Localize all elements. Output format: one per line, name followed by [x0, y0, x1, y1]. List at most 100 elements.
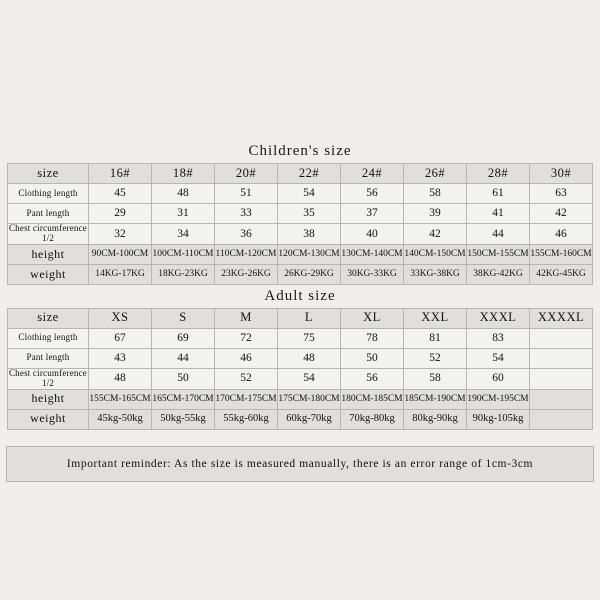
children-clothing-length-7: 63	[529, 183, 593, 204]
adult-chest-2: 52	[214, 367, 278, 390]
children-chest-2: 36	[214, 223, 278, 245]
adult-size-col-0: XS	[88, 307, 152, 329]
adult-chest-7	[529, 367, 593, 390]
children-pant-length-6: 41	[466, 203, 530, 224]
children-height-1: 100CM-110CM	[151, 243, 215, 265]
adult-size-col-1: S	[151, 307, 215, 329]
table-row: Pant length 29 31 33 35 37 39 41 42	[7, 203, 593, 224]
adult-size-col-4: XL	[340, 307, 404, 329]
adult-height-6: 190CM-195CM	[466, 388, 530, 410]
adult-chest-1: 50	[151, 367, 215, 390]
table-row: height 155CM-165CM 165CM-170CM 170CM-175…	[7, 388, 593, 410]
table-row: Chest circumference 1/2 48 50 52 54 56 5…	[7, 367, 593, 390]
adult-size-col-5: XXL	[403, 307, 467, 329]
children-size-col-6: 28#	[466, 163, 530, 184]
adult-height-5: 185CM-190CM	[403, 388, 467, 410]
children-size-title: Children's size	[248, 143, 352, 159]
children-pant-length-0: 29	[88, 203, 152, 224]
adult-height-3: 175CM-180CM	[277, 388, 341, 410]
adult-pant-length-0: 43	[88, 347, 152, 369]
children-weight-6: 38KG-42KG	[466, 263, 530, 285]
adult-clothing-length-1: 69	[151, 327, 215, 349]
adult-row-label-weight: weight	[7, 408, 89, 430]
children-chest-6: 44	[466, 223, 530, 245]
children-clothing-length-2: 51	[214, 183, 278, 204]
adult-weight-7	[529, 408, 593, 430]
children-chest-4: 40	[340, 223, 404, 245]
adult-weight-4: 70kg-80kg	[340, 408, 404, 430]
table-row: Chest circumference 1/2 32 34 36 38 40 4…	[7, 223, 593, 245]
adult-row-label-height: height	[7, 388, 89, 410]
table-row: height 90CM-100CM 100CM-110CM 110CM-120C…	[7, 243, 593, 265]
adult-row-label-clothing-length: Clothing length	[7, 327, 89, 349]
table-header-row: size 16# 18# 20# 22# 24# 26# 28# 30#	[7, 163, 593, 184]
adult-pant-length-1: 44	[151, 347, 215, 369]
size-chart-content: Children's size size 16# 18# 20# 22# 24#…	[0, 140, 600, 482]
children-size-col-5: 26#	[403, 163, 467, 184]
children-height-2: 110CM-120CM	[214, 243, 278, 265]
children-weight-7: 42KG-45KG	[529, 263, 593, 285]
adult-pant-length-3: 48	[277, 347, 341, 369]
adult-height-7	[529, 388, 593, 410]
children-row-label-clothing-length: Clothing length	[7, 183, 89, 204]
adult-weight-0: 45kg-50kg	[88, 408, 152, 430]
children-height-4: 130CM-140CM	[340, 243, 404, 265]
children-chest-1: 34	[151, 223, 215, 245]
adult-pant-length-6: 54	[466, 347, 530, 369]
children-weight-4: 30KG-33KG	[340, 263, 404, 285]
adult-row-label-pant-length: Pant length	[7, 347, 89, 369]
children-pant-length-2: 33	[214, 203, 278, 224]
adult-clothing-length-2: 72	[214, 327, 278, 349]
children-clothing-length-1: 48	[151, 183, 215, 204]
children-size-col-1: 18#	[151, 163, 215, 184]
children-clothing-length-6: 61	[466, 183, 530, 204]
adult-chest-0: 48	[88, 367, 152, 390]
children-size-table: size 16# 18# 20# 22# 24# 26# 28# 30# Clo…	[7, 163, 593, 285]
table-row: weight 14KG-17KG 18KG-23KG 23KG-26KG 26K…	[7, 263, 593, 285]
children-row-label-chest: Chest circumference 1/2	[7, 223, 89, 245]
adult-chest-4: 56	[340, 367, 404, 390]
children-header-size-label: size	[7, 163, 89, 184]
adult-pant-length-5: 52	[403, 347, 467, 369]
children-weight-0: 14KG-17KG	[88, 263, 152, 285]
adult-clothing-length-4: 78	[340, 327, 404, 349]
children-weight-2: 23KG-26KG	[214, 263, 278, 285]
children-row-label-pant-length: Pant length	[7, 203, 89, 224]
adult-height-2: 170CM-175CM	[214, 388, 278, 410]
children-chest-3: 38	[277, 223, 341, 245]
adult-pant-length-4: 50	[340, 347, 404, 369]
children-height-5: 140CM-150CM	[403, 243, 467, 265]
children-clothing-length-3: 54	[277, 183, 341, 204]
adult-pant-length-7	[529, 347, 593, 369]
adult-clothing-length-3: 75	[277, 327, 341, 349]
adult-chest-3: 54	[277, 367, 341, 390]
table-row: weight 45kg-50kg 50kg-55kg 55kg-60kg 60k…	[7, 408, 593, 430]
children-chest-0: 32	[88, 223, 152, 245]
children-chest-5: 42	[403, 223, 467, 245]
children-size-col-0: 16#	[88, 163, 152, 184]
adult-chest-5: 58	[403, 367, 467, 390]
children-size-col-4: 24#	[340, 163, 404, 184]
adult-size-col-6: XXXL	[466, 307, 530, 329]
children-clothing-length-0: 45	[88, 183, 152, 204]
adult-size-col-2: M	[214, 307, 278, 329]
children-chest-7: 46	[529, 223, 593, 245]
children-pant-length-5: 39	[403, 203, 467, 224]
table-row: Pant length 43 44 46 48 50 52 54	[7, 347, 593, 369]
adult-size-table: size XS S M L XL XXL XXXL XXXXL Clothing…	[7, 307, 593, 430]
children-pant-length-4: 37	[340, 203, 404, 224]
adult-row-label-chest: Chest circumference 1/2	[7, 367, 89, 390]
adult-clothing-length-5: 81	[403, 327, 467, 349]
children-row-label-weight: weight	[7, 263, 89, 285]
adult-height-1: 165CM-170CM	[151, 388, 215, 410]
adult-clothing-length-7	[529, 327, 593, 349]
adult-clothing-length-0: 67	[88, 327, 152, 349]
adult-size-col-3: L	[277, 307, 341, 329]
adult-pant-length-2: 46	[214, 347, 278, 369]
children-height-0: 90CM-100CM	[88, 243, 152, 265]
children-size-col-3: 22#	[277, 163, 341, 184]
children-clothing-length-5: 58	[403, 183, 467, 204]
children-height-3: 120CM-130CM	[277, 243, 341, 265]
children-height-6: 150CM-155CM	[466, 243, 530, 265]
children-size-col-7: 30#	[529, 163, 593, 184]
